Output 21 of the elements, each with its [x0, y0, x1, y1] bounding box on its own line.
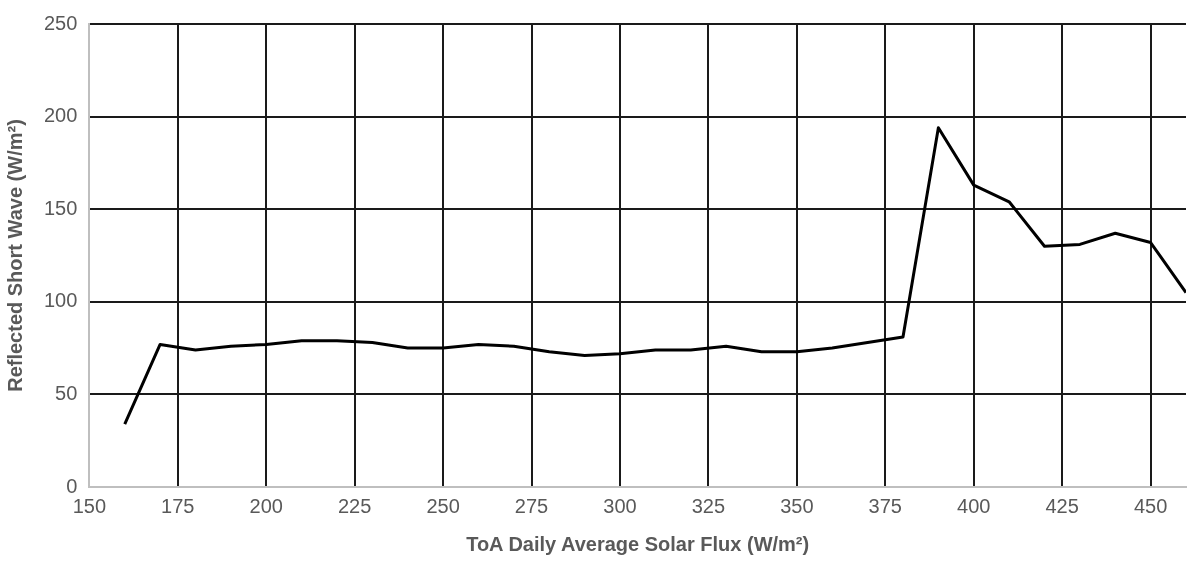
x-tick-label: 150 [72, 494, 107, 517]
x-tick-label: 225 [338, 494, 372, 517]
y-tick-label: 0 [66, 474, 78, 497]
x-tick-label: 400 [957, 494, 991, 517]
y-tick-label: 250 [43, 11, 78, 34]
x-tick-label: 350 [780, 494, 814, 517]
y-tick-label: 50 [55, 381, 78, 404]
x-tick-label: 425 [1045, 494, 1079, 517]
x-tick-label: 450 [1133, 494, 1168, 517]
y-tick-label: 200 [43, 104, 78, 127]
x-tick-label: 275 [514, 494, 549, 517]
x-axis-title: ToA Daily Average Solar Flux (W/m²) [466, 532, 810, 555]
x-tick-label: 325 [691, 494, 726, 517]
y-tick-label: 100 [43, 289, 78, 312]
x-tick-label: 200 [249, 494, 283, 517]
x-tick-label: 175 [161, 494, 195, 517]
x-tick-label: 375 [868, 494, 902, 517]
x-tick-label: 250 [426, 494, 460, 517]
x-tick-label: 300 [603, 494, 637, 517]
y-axis-title: Reflected Short Wave (W/m²) [3, 119, 26, 392]
y-tick-label: 150 [43, 196, 78, 219]
